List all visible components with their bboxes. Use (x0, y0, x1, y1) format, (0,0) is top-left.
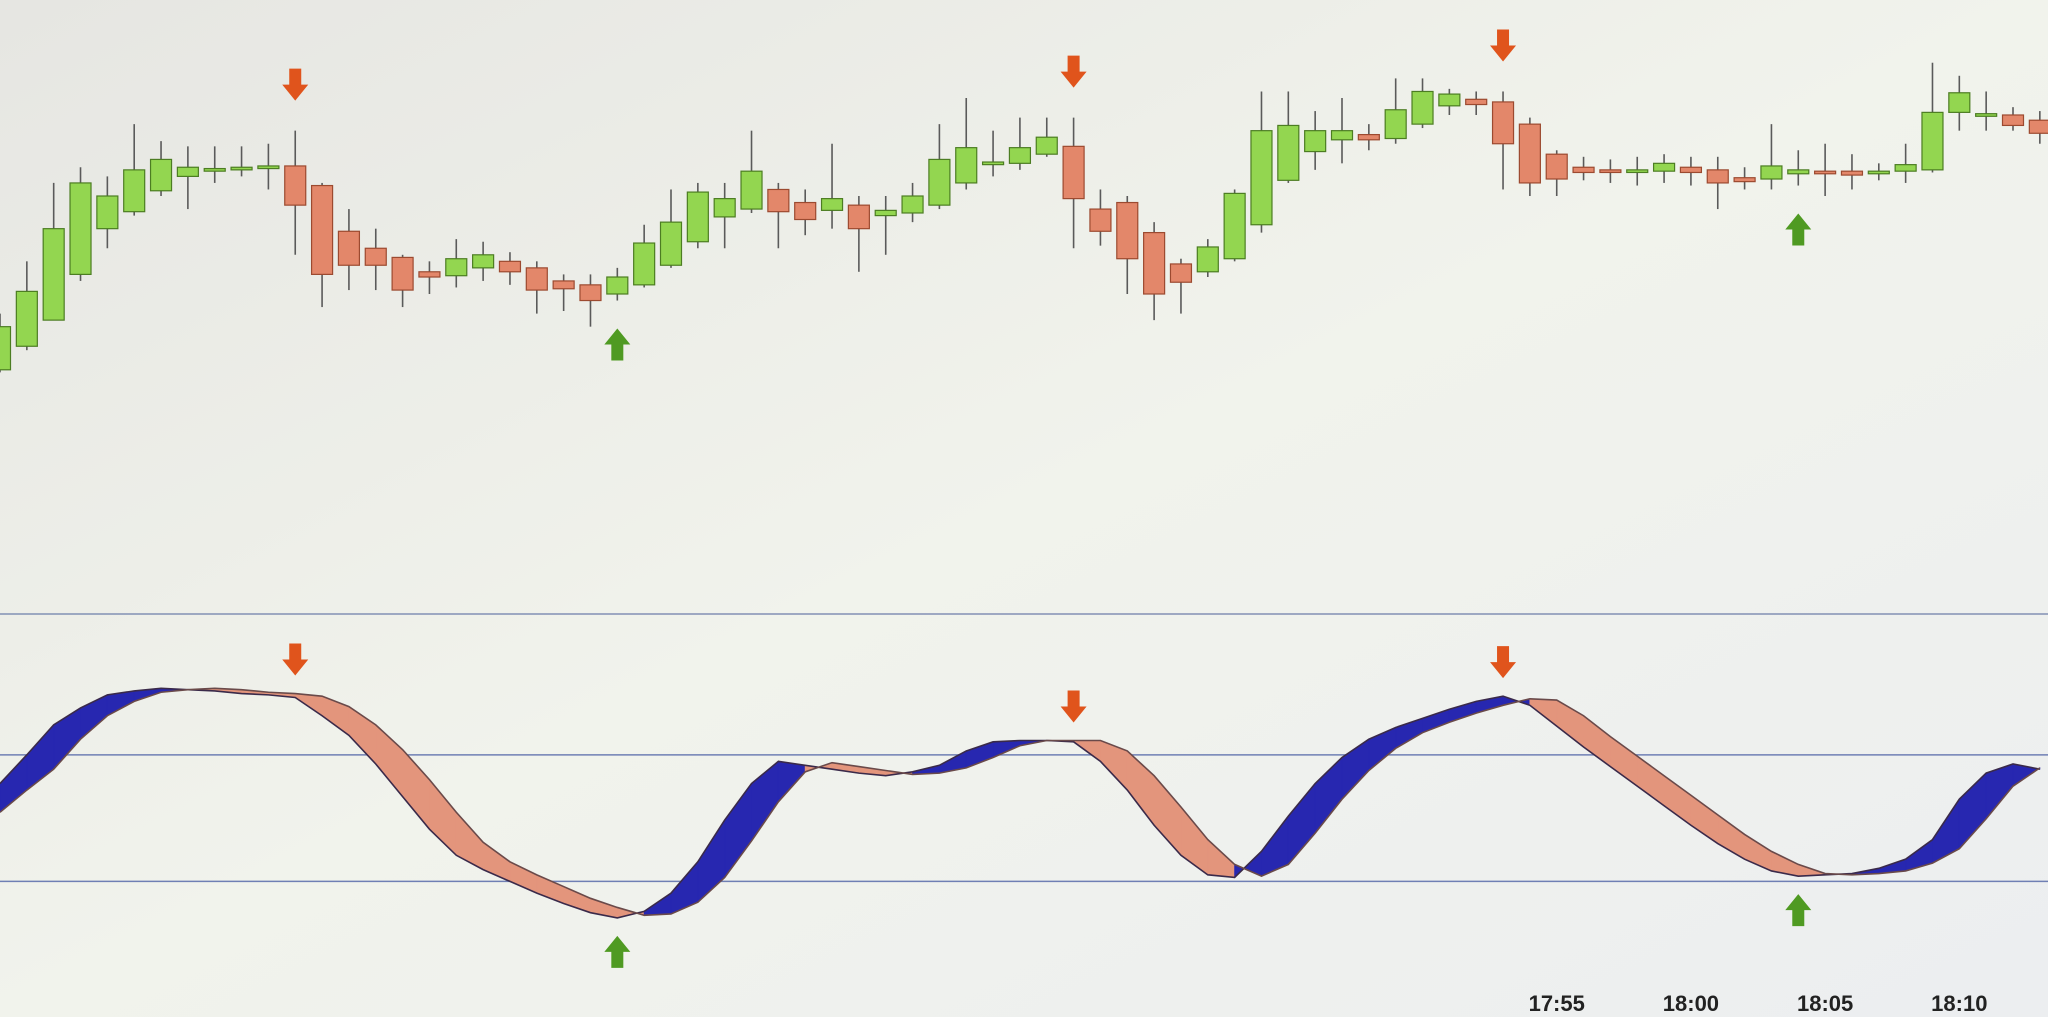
candle-body (310, 184, 334, 275)
candle-body (1491, 101, 1515, 145)
candle-body (740, 170, 763, 210)
candle-body (981, 161, 1005, 166)
candle-body (123, 169, 146, 213)
buy-arrow (604, 935, 631, 968)
candle-body (1035, 136, 1058, 155)
candle-body (1733, 177, 1756, 183)
buy-arrow (604, 328, 631, 361)
candle-body (1975, 113, 1998, 117)
candle-body (1196, 246, 1219, 273)
candle-body (230, 166, 253, 171)
candle-body (1008, 147, 1032, 164)
candle-body (1062, 145, 1085, 200)
candle-body (579, 284, 602, 302)
candle-body (1814, 170, 1837, 175)
candle-body (633, 242, 656, 286)
candle-body (1840, 170, 1864, 176)
candle-body (1116, 201, 1139, 260)
candle-body (767, 188, 790, 213)
candle-body (901, 195, 924, 214)
candle-body (1679, 166, 1703, 174)
candle-body (2028, 119, 2048, 134)
candle-body (1143, 231, 1166, 295)
candle-body (337, 230, 361, 266)
oscillator-line (0, 687, 2040, 919)
candle-body (1948, 92, 1971, 113)
sell-arrow (1490, 646, 1517, 679)
candle-body (418, 271, 441, 278)
candle-body (0, 326, 12, 371)
candle-body (955, 147, 978, 184)
candle-body (606, 276, 629, 295)
oscillator-line (0, 687, 2041, 917)
candle-body (203, 167, 226, 172)
candle-body (1706, 169, 1729, 184)
x-tick-label: 18:10 (1931, 991, 1987, 1016)
candle-body (1626, 169, 1649, 174)
sell-arrow (1060, 690, 1087, 723)
candle-body (1572, 166, 1595, 174)
candle-body (149, 158, 173, 192)
candle-body (1223, 192, 1246, 260)
x-tick-label: 18:00 (1663, 991, 1719, 1016)
candle-body (1867, 170, 1890, 175)
candle-body (1760, 165, 1783, 180)
candle-body (1518, 123, 1541, 184)
candle-body (1089, 208, 1112, 232)
sell-arrow (282, 643, 309, 676)
candle-body (96, 195, 119, 230)
candle-body (1384, 109, 1407, 140)
candle-body (445, 258, 468, 277)
candle-body (1599, 169, 1622, 174)
candle-body (364, 247, 387, 266)
candle-body (42, 228, 65, 321)
candle-body (874, 209, 897, 217)
candle-body (69, 182, 92, 276)
candle-body (686, 191, 709, 243)
candle-body (257, 165, 280, 170)
candle-body (15, 290, 38, 347)
candle-body (1652, 162, 1676, 172)
candle-body (794, 201, 817, 221)
candle-body (1250, 130, 1273, 226)
candle-body (2001, 114, 2025, 127)
candle-body (1169, 263, 1193, 283)
candle-body (552, 280, 575, 290)
x-tick-label: 18:05 (1797, 991, 1853, 1016)
candle-body (472, 254, 495, 269)
candle-body (1277, 124, 1300, 181)
candle-body (820, 198, 844, 211)
candle-body (1921, 111, 1944, 171)
candle-body (176, 166, 199, 177)
candle-body (1411, 90, 1434, 125)
sell-arrow (1490, 29, 1517, 62)
candle-body (1894, 164, 1917, 172)
buy-arrow (1785, 213, 1812, 246)
candle-body (1787, 169, 1810, 175)
candle-body (525, 267, 548, 291)
candle-body (1330, 130, 1354, 141)
sell-arrow (282, 68, 309, 101)
candle-body (1545, 153, 1568, 180)
candle-body (928, 158, 951, 206)
candle-body (1438, 93, 1461, 107)
candle-body (659, 221, 683, 266)
sell-arrow (1060, 55, 1087, 88)
x-tick-label: 17:55 (1529, 991, 1585, 1016)
candle-body (498, 260, 522, 273)
candle-body (391, 256, 414, 291)
candle-body (847, 204, 870, 230)
candle-body (284, 165, 307, 206)
candle-body (1465, 98, 1488, 106)
buy-arrow (1785, 894, 1812, 927)
candle-body (1304, 130, 1327, 153)
candle-body (1357, 133, 1380, 141)
candle-body (713, 198, 736, 218)
